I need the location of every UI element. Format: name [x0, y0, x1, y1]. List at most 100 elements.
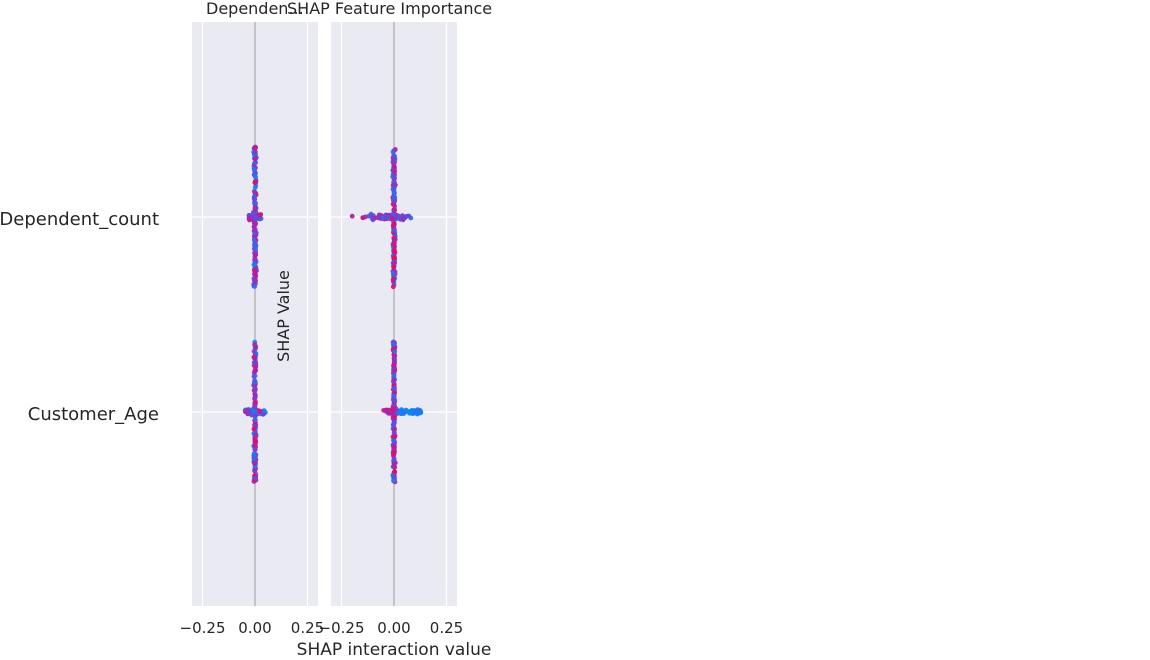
- data-point: [252, 160, 258, 166]
- left-panel-title: Dependen...: [206, 0, 304, 18]
- data-point: [390, 149, 396, 155]
- data-point: [253, 399, 258, 405]
- x-tick-label: 0.25: [291, 619, 324, 637]
- data-point: [252, 392, 258, 398]
- data-point: [383, 215, 389, 221]
- data-point: [391, 457, 397, 463]
- data-point: [391, 207, 397, 213]
- x-tick-label: 0.25: [430, 619, 463, 637]
- data-point: [252, 201, 258, 206]
- data-point: [370, 215, 375, 221]
- data-point: [253, 246, 258, 252]
- data-point: [251, 166, 257, 172]
- data-point: [251, 426, 257, 432]
- data-point: [392, 385, 397, 390]
- data-point: [252, 373, 258, 379]
- data-point: [390, 473, 396, 478]
- data-point: [391, 271, 397, 277]
- point-row-Customer_Age: [242, 339, 268, 484]
- data-point: [391, 355, 397, 361]
- data-point: [246, 216, 252, 221]
- data-point: [252, 185, 258, 191]
- data-point: [392, 174, 397, 180]
- data-point: [251, 196, 257, 202]
- x-tick-label: 0.00: [377, 619, 410, 637]
- data-point: [387, 408, 392, 414]
- data-point: [391, 194, 397, 200]
- chart-title: SHAP Feature Importance: [287, 0, 492, 18]
- data-point: [248, 410, 253, 415]
- data-point: [252, 452, 257, 457]
- data-point: [390, 167, 396, 173]
- data-point: [252, 388, 258, 393]
- data-point: [251, 189, 257, 194]
- data-point: [251, 281, 257, 287]
- panel-0: −0.25 0.00 0.25: [180, 22, 324, 637]
- data-point: [251, 460, 257, 466]
- data-point: [252, 180, 258, 186]
- data-point: [397, 409, 403, 415]
- data-point: [252, 417, 258, 423]
- data-point: [391, 228, 397, 234]
- data-point: [253, 433, 259, 439]
- data-point: [381, 407, 387, 413]
- data-point: [252, 242, 257, 248]
- panels-layer: −0.25 0.00 0.25−0.25 0.00 0.25: [180, 22, 463, 637]
- data-point: [252, 468, 258, 474]
- data-point: [392, 255, 398, 261]
- x-tick-label: −0.25: [319, 619, 365, 637]
- data-point: [391, 345, 396, 351]
- data-point: [251, 479, 257, 484]
- point-row-Dependent_count: [246, 144, 264, 289]
- data-point: [390, 276, 396, 282]
- data-point: [252, 354, 257, 360]
- data-point: [391, 393, 397, 399]
- data-point: [253, 272, 258, 278]
- x-axis-label: SHAP interaction value: [297, 640, 492, 660]
- data-point: [403, 407, 409, 413]
- data-point: [415, 409, 421, 415]
- data-point: [400, 217, 406, 223]
- data-point: [252, 442, 258, 448]
- data-point: [349, 213, 355, 219]
- data-point: [252, 268, 257, 273]
- data-point: [391, 373, 397, 379]
- data-point: [253, 145, 258, 151]
- data-point: [252, 156, 258, 162]
- data-point: [376, 212, 382, 218]
- data-point: [391, 420, 397, 426]
- point-row-Customer_Age: [381, 339, 424, 485]
- data-point: [392, 237, 398, 243]
- data-point: [391, 377, 397, 383]
- data-point: [252, 231, 258, 236]
- data-point: [261, 408, 267, 413]
- data-point: [252, 369, 258, 374]
- data-point: [252, 277, 258, 283]
- data-point: [391, 451, 396, 457]
- data-point: [253, 214, 259, 220]
- data-point: [391, 431, 397, 436]
- data-point: [391, 397, 397, 403]
- point-row-Dependent_count: [349, 147, 414, 290]
- data-point: [360, 215, 366, 221]
- data-point: [391, 190, 397, 196]
- feature-label-dependent-count: Dependent_count: [0, 209, 159, 230]
- data-point: [391, 438, 397, 444]
- x-tick-label: 0.00: [238, 619, 271, 637]
- data-point: [252, 205, 258, 211]
- data-point: [253, 361, 258, 367]
- data-point: [392, 260, 397, 266]
- x-tick-label: −0.25: [180, 619, 226, 637]
- data-point: [390, 216, 396, 222]
- data-point: [391, 158, 397, 164]
- panel-1: −0.25 0.00 0.25: [319, 22, 463, 637]
- data-point: [391, 427, 397, 432]
- data-point: [252, 238, 258, 244]
- data-point: [391, 243, 397, 248]
- data-point: [407, 410, 413, 416]
- data-point: [253, 344, 259, 350]
- data-point: [391, 445, 397, 451]
- data-point: [390, 284, 396, 290]
- shap-value-label: SHAP Value: [274, 270, 293, 362]
